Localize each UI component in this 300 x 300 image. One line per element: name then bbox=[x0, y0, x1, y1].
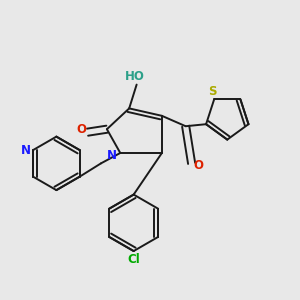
Text: O: O bbox=[76, 123, 87, 136]
Text: N: N bbox=[107, 149, 117, 162]
Text: HO: HO bbox=[125, 70, 145, 83]
Text: N: N bbox=[21, 143, 31, 157]
Text: S: S bbox=[208, 85, 217, 98]
Text: Cl: Cl bbox=[127, 254, 140, 266]
Text: O: O bbox=[193, 159, 203, 172]
